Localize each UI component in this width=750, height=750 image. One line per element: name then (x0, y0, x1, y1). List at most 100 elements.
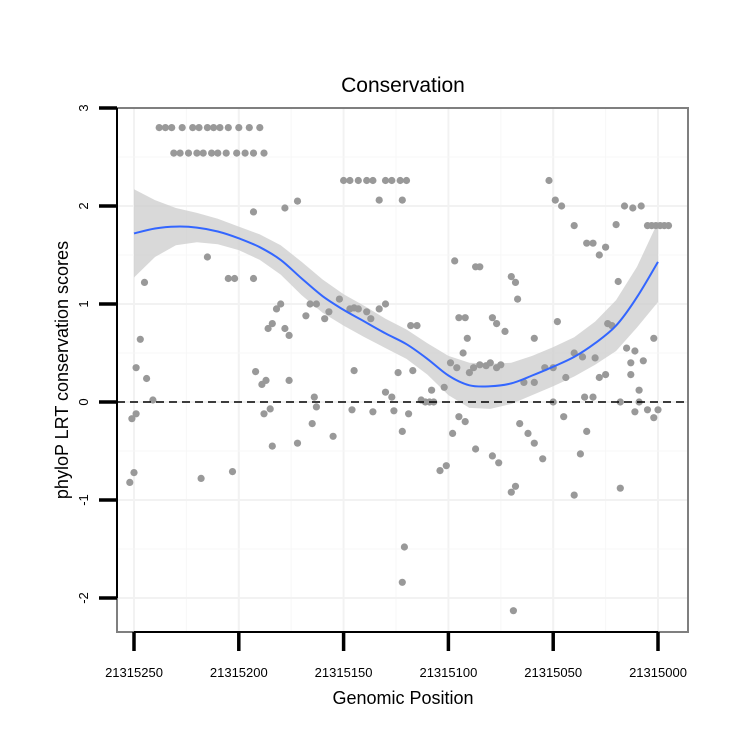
data-point (399, 428, 406, 435)
data-point (179, 124, 186, 131)
data-point (493, 320, 500, 327)
data-point (508, 273, 515, 280)
data-point (382, 300, 389, 307)
data-point (472, 445, 479, 452)
y-tick-label: -1 (76, 494, 91, 506)
data-point (451, 257, 458, 264)
data-point (462, 418, 469, 425)
y-tick-label: 3 (76, 104, 91, 111)
data-point (436, 467, 443, 474)
data-point (242, 150, 249, 157)
data-point (346, 177, 353, 184)
data-point (654, 406, 661, 413)
data-point (487, 359, 494, 366)
data-point (302, 312, 309, 319)
data-point (235, 124, 242, 131)
data-point (250, 208, 257, 215)
data-point (545, 177, 552, 184)
data-point (638, 202, 645, 209)
x-tick-label: 21315250 (105, 665, 163, 680)
data-point (229, 468, 236, 475)
data-point (621, 202, 628, 209)
data-point (602, 371, 609, 378)
data-point (583, 240, 590, 247)
data-point (294, 198, 301, 205)
data-point (489, 314, 496, 321)
data-point (363, 308, 370, 315)
data-point (133, 410, 140, 417)
data-point (313, 300, 320, 307)
data-point (355, 177, 362, 184)
data-point (133, 364, 140, 371)
data-point (531, 335, 538, 342)
data-point (508, 489, 515, 496)
data-point (455, 314, 462, 321)
data-point (231, 275, 238, 282)
data-point (554, 318, 561, 325)
data-point (589, 394, 596, 401)
data-point (376, 197, 383, 204)
data-point (390, 407, 397, 414)
data-point (189, 124, 196, 131)
data-point (501, 328, 508, 335)
plot-background (117, 108, 688, 632)
data-point (497, 361, 504, 368)
data-point (552, 197, 559, 204)
data-point (208, 150, 215, 157)
data-point (376, 305, 383, 312)
data-point (665, 222, 672, 229)
data-point (204, 253, 211, 260)
data-point (476, 263, 483, 270)
y-axis-label: phyloP LRT conservation scores (52, 241, 72, 499)
data-point (311, 394, 318, 401)
data-point (195, 124, 202, 131)
data-point (581, 394, 588, 401)
data-point (369, 408, 376, 415)
data-point (558, 202, 565, 209)
data-point (399, 579, 406, 586)
data-point (627, 371, 634, 378)
data-point (256, 124, 263, 131)
data-point (413, 322, 420, 329)
data-point (613, 221, 620, 228)
data-point (267, 405, 274, 412)
data-point (476, 361, 483, 368)
data-point (214, 150, 221, 157)
data-point (615, 278, 622, 285)
data-point (388, 177, 395, 184)
data-point (307, 300, 314, 307)
y-tick-label: 0 (76, 398, 91, 405)
x-axis-label: Genomic Position (332, 688, 473, 708)
data-point (644, 406, 651, 413)
data-point (260, 150, 267, 157)
data-point (340, 177, 347, 184)
data-point (130, 469, 137, 476)
x-tick-label: 21315050 (524, 665, 582, 680)
data-point (321, 315, 328, 322)
data-point (162, 124, 169, 131)
data-point (369, 177, 376, 184)
data-point (281, 204, 288, 211)
data-point (269, 320, 276, 327)
data-point (281, 325, 288, 332)
data-point (441, 384, 448, 391)
data-point (512, 483, 519, 490)
data-point (627, 359, 634, 366)
data-point (631, 408, 638, 415)
data-point (223, 150, 230, 157)
data-point (516, 420, 523, 427)
data-point (407, 322, 414, 329)
x-axis: 21315250 21315200 21315150 21315100 21315050… (105, 632, 687, 680)
data-point (168, 124, 175, 131)
data-point (233, 150, 240, 157)
y-tick-label: 1 (76, 300, 91, 307)
data-point (409, 367, 416, 374)
data-point (156, 124, 163, 131)
data-point (193, 150, 200, 157)
data-point (462, 314, 469, 321)
data-point (455, 413, 462, 420)
data-point (336, 296, 343, 303)
data-point (596, 251, 603, 258)
data-point (126, 479, 133, 486)
data-point (562, 374, 569, 381)
